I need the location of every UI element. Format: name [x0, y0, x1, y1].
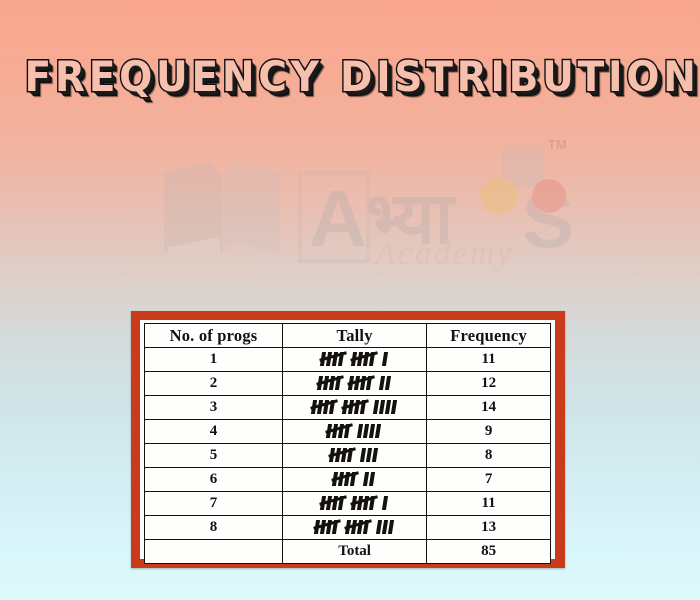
table-body: 1 11 2 12 3 14 4 9 5 8 6 7 7 11 8 13 Total 85: [143, 347, 551, 564]
abhyas-academy-watermark: A भ्या S Academy TM: [150, 135, 574, 290]
cell-total-frequency: 85: [426, 539, 551, 564]
tally-group-of-five: [346, 375, 375, 391]
page-title: FREQUENCY DISTRIBUTION: [23, 51, 700, 103]
watermark-academy-script: Academy: [375, 235, 514, 272]
watermark-trademark: TM: [548, 137, 567, 152]
cell-total-label: Total: [282, 539, 428, 564]
tally-group-of-five: [318, 351, 347, 367]
cell-no-of-progs: 6: [143, 467, 284, 492]
cell-frequency: 13: [426, 515, 551, 540]
table-row: 7 11: [143, 491, 551, 516]
tally-group-of-five: [331, 471, 359, 487]
frequency-table-inner: No. of progs Tally Frequency 1 11 2 12 3 14 4 9…: [140, 320, 555, 564]
cell-no-of-progs: 8: [143, 515, 284, 540]
tally-group-of-five: [328, 447, 356, 463]
tally-group-of-five: [340, 399, 369, 415]
tally-mark: [371, 448, 379, 463]
table-total-row: Total 85: [143, 539, 551, 564]
cell-no-of-progs: 7: [143, 491, 284, 516]
watermark-letter-a: A: [309, 174, 367, 263]
frequency-table-card: No. of progs Tally Frequency 1 11 2 12 3 14 4 9…: [131, 311, 565, 568]
cell-tally: [282, 395, 428, 420]
cell-no-of-progs: 2: [143, 371, 284, 396]
tally-group-of-five: [349, 495, 378, 511]
cell-total-blank: [143, 539, 284, 564]
tally-group-remainder: [375, 519, 395, 535]
tally-mark: [374, 424, 382, 439]
cell-frequency: 11: [426, 491, 551, 516]
tally-group-of-five: [315, 375, 344, 391]
tally-group-remainder: [378, 375, 392, 391]
tally-group-remainder: [362, 471, 376, 487]
watermark-red-circle-icon: [532, 179, 566, 213]
open-book-icon: [164, 163, 280, 257]
table-header-row: No. of progs Tally Frequency: [143, 323, 551, 348]
table-row: 3 14: [143, 395, 551, 420]
tally-group-of-five: [325, 423, 353, 439]
watermark-yellow-circle-icon: [480, 177, 518, 215]
cell-no-of-progs: 4: [143, 419, 284, 444]
watermark-a-box: A: [298, 171, 370, 263]
column-header-no-of-progs: No. of progs: [143, 323, 284, 348]
tally-mark: [378, 376, 385, 391]
tally-mark: [381, 496, 388, 511]
cell-tally: [282, 491, 428, 516]
tally-mark: [390, 400, 397, 415]
tally-group-of-five: [312, 519, 341, 535]
tally-mark: [387, 520, 394, 535]
tally-group-remainder: [359, 447, 379, 463]
cell-frequency: 12: [426, 371, 551, 396]
table-row: 2 12: [143, 371, 551, 396]
cell-tally: [282, 515, 428, 540]
column-header-tally: Tally: [282, 323, 428, 348]
tally-group-remainder: [381, 495, 389, 511]
cell-tally: [282, 467, 428, 492]
tally-mark: [375, 520, 382, 535]
tally-mark: [378, 400, 385, 415]
tally-mark: [381, 520, 388, 535]
watermark-square-icon: [502, 145, 544, 187]
cell-no-of-progs: 5: [143, 443, 284, 468]
tally-group-of-five: [318, 495, 347, 511]
cell-tally: [282, 419, 428, 444]
cell-frequency: 14: [426, 395, 551, 420]
cell-tally: [282, 443, 428, 468]
tally-mark: [372, 400, 379, 415]
cell-no-of-progs: 1: [143, 347, 284, 372]
frequency-distribution-table: No. of progs Tally Frequency 1 11 2 12 3 14 4 9…: [143, 323, 551, 564]
tally-mark: [381, 352, 388, 367]
cell-frequency: 8: [426, 443, 551, 468]
cell-tally: [282, 347, 428, 372]
cell-frequency: 11: [426, 347, 551, 372]
column-header-frequency: Frequency: [426, 323, 551, 348]
tally-group-remainder: [372, 399, 398, 415]
tally-group-of-five: [349, 351, 378, 367]
cell-frequency: 7: [426, 467, 551, 492]
tally-mark: [384, 400, 391, 415]
tally-group-of-five: [343, 519, 372, 535]
watermark-devanagari: भ्या: [365, 179, 453, 259]
tally-mark: [368, 472, 376, 487]
tally-group-of-five: [309, 399, 338, 415]
tally-group-remainder: [381, 351, 389, 367]
table-row: 8 13: [143, 515, 551, 540]
tally-group-remainder: [356, 423, 382, 439]
cell-tally: [282, 371, 428, 396]
table-row: 1 11: [143, 347, 551, 372]
cell-no-of-progs: 3: [143, 395, 284, 420]
watermark-letter-s: S: [522, 176, 575, 264]
tally-mark: [384, 376, 391, 391]
cell-frequency: 9: [426, 419, 551, 444]
